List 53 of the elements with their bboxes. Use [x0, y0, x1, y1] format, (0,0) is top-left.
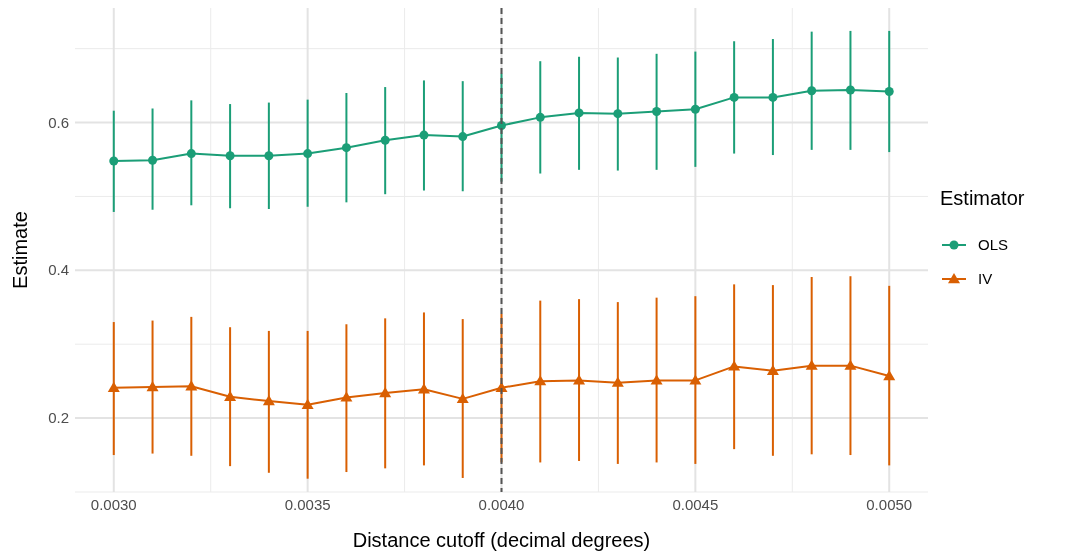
point — [652, 106, 662, 116]
x-tick-label: 0.0045 — [672, 496, 719, 513]
point — [573, 374, 586, 385]
point — [768, 92, 778, 102]
point — [844, 359, 857, 370]
point — [884, 87, 894, 96]
x-tick-label: 0.0035 — [284, 496, 331, 513]
point — [146, 381, 159, 392]
y-tick-label: 0.2 — [48, 409, 69, 427]
point — [340, 391, 353, 402]
point — [264, 151, 274, 161]
point — [225, 151, 235, 161]
x-tick-label: 0.0050 — [866, 496, 913, 513]
point — [224, 390, 237, 401]
point — [805, 359, 818, 370]
point — [379, 386, 392, 398]
point — [456, 392, 469, 404]
point — [458, 132, 468, 142]
x-tick-label: 0.0040 — [478, 496, 525, 513]
point — [728, 360, 741, 371]
point — [303, 149, 313, 159]
point — [611, 376, 624, 387]
point — [380, 135, 390, 145]
point — [419, 130, 429, 140]
x-axis-title: Distance cutoff (decimal degrees) — [352, 529, 651, 551]
point — [341, 143, 351, 153]
y-tick-label: 0.4 — [48, 261, 69, 279]
point — [807, 86, 817, 96]
point — [650, 374, 663, 385]
point — [766, 364, 779, 376]
point — [417, 383, 430, 394]
point — [534, 375, 547, 386]
point — [689, 374, 702, 385]
point — [109, 156, 119, 166]
legend-label: OLS — [978, 236, 1009, 253]
point — [262, 395, 275, 406]
point — [107, 381, 120, 393]
y-tick-label: 0.6 — [48, 113, 69, 131]
point — [148, 155, 158, 165]
point — [690, 104, 700, 114]
point — [613, 109, 623, 119]
point — [535, 112, 545, 122]
point — [301, 398, 314, 410]
y-axis-title: Estimate — [9, 211, 31, 289]
point — [185, 380, 198, 391]
point — [574, 108, 584, 118]
point — [845, 85, 855, 95]
legend-title: Estimator — [940, 187, 1025, 209]
point — [729, 92, 739, 102]
legend-label: IV — [978, 270, 993, 287]
point — [883, 369, 896, 381]
point — [186, 149, 196, 159]
x-tick-label: 0.0030 — [90, 496, 137, 513]
